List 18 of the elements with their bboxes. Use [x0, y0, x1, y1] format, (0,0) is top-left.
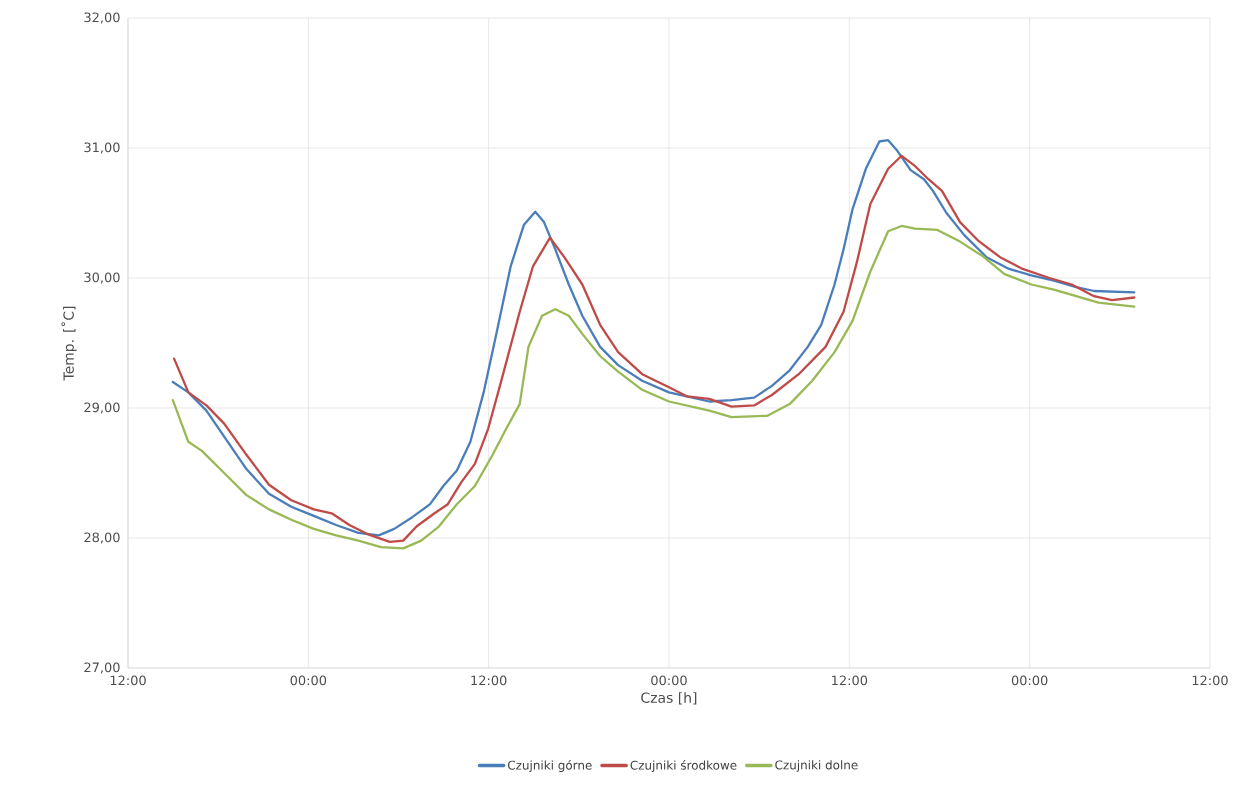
y-tick-label: 30,00 [84, 272, 120, 284]
y-tick-label: 29,00 [84, 402, 120, 414]
legend-label: Czujniki środkowe [630, 759, 737, 773]
y-axis-title: Temp. [˚C] [61, 306, 77, 381]
y-tick-label: 32,00 [84, 12, 120, 24]
x-axis-title: Czas [h] [641, 692, 697, 705]
x-tick-label: 12:00 [1192, 675, 1228, 686]
y-tick-label: 27,00 [84, 662, 120, 674]
x-tick-label: 00:00 [290, 675, 327, 686]
x-tick-label: 00:00 [651, 675, 687, 686]
x-tick-label: 00:00 [1011, 675, 1048, 686]
legend-label: Czujniki dolne [775, 760, 858, 772]
legend-label: Czujniki górne [507, 759, 592, 772]
y-tick-label: 31,00 [84, 142, 120, 154]
y-tick-label: 28,00 [84, 532, 120, 544]
x-tick-label: 12:00 [110, 675, 146, 686]
x-tick-label: 12:00 [832, 675, 868, 686]
x-tick-label: 12:00 [471, 675, 507, 686]
